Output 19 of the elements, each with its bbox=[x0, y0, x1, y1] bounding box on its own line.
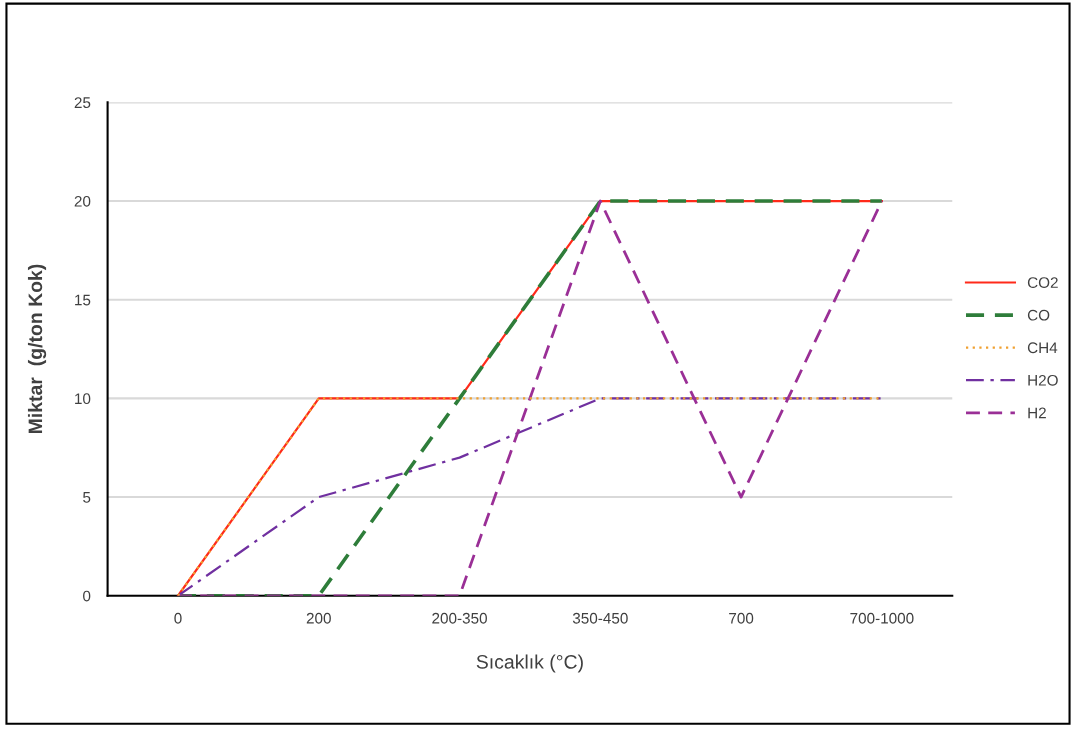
y-tick-label: 15 bbox=[75, 294, 91, 306]
x-tick-label: 700-1000 bbox=[850, 612, 914, 624]
legend-label: CO2 bbox=[1027, 277, 1058, 288]
y-axis-title: Miktar (g/ton Kok) bbox=[27, 264, 47, 434]
y-tick-label: 5 bbox=[83, 492, 91, 503]
legend-label: H2 bbox=[1028, 407, 1046, 419]
y-tick-label: 10 bbox=[75, 393, 91, 405]
x-tick-label: 200 bbox=[306, 612, 331, 624]
legend-label: CH4 bbox=[1027, 342, 1058, 354]
y-tick-label: 20 bbox=[74, 195, 91, 207]
x-tick-label: 200-350 bbox=[432, 612, 487, 624]
legend-label: CO bbox=[1027, 309, 1050, 321]
y-tick-label: 0 bbox=[83, 590, 91, 602]
x-axis-title: Sıcaklık (°C) bbox=[476, 654, 583, 673]
y-tick-label: 25 bbox=[74, 97, 91, 109]
x-tick-label: 700 bbox=[729, 612, 754, 624]
x-tick-label: 0 bbox=[174, 612, 182, 624]
legend-label: H2O bbox=[1028, 374, 1058, 386]
x-tick-label: 350-450 bbox=[572, 612, 628, 624]
